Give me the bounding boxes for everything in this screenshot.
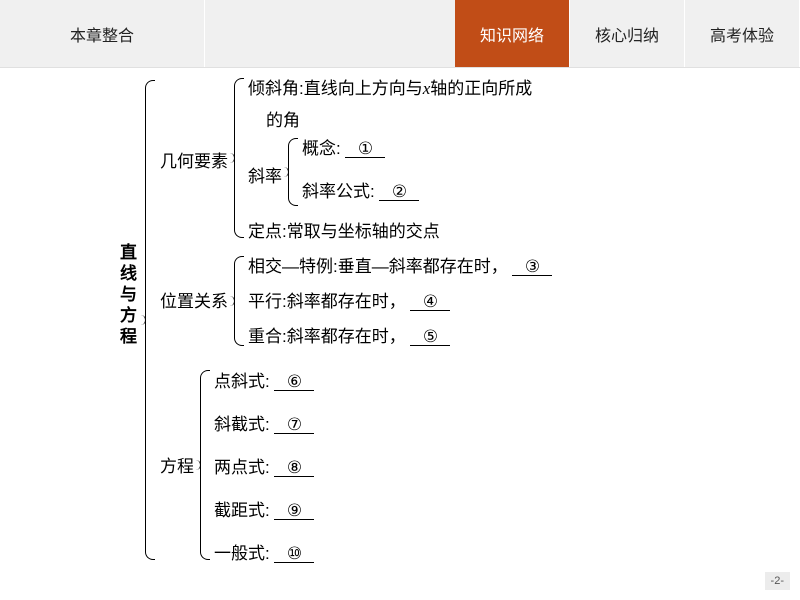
eq-form-1-prefix: 斜截式:	[214, 415, 270, 434]
slope-brace	[288, 138, 298, 206]
tab-exam-experience[interactable]: 高考体验	[685, 0, 800, 67]
eq-form-2: 两点式: ⑧	[214, 459, 314, 477]
parallel-prefix: 平行:斜率都存在时，	[248, 292, 406, 311]
incline-after: 轴的正向所成	[430, 79, 532, 98]
eq-form-3: 截距式: ⑨	[214, 502, 314, 520]
eq-form-3-prefix: 截距式:	[214, 501, 270, 520]
fixed-point: 定点:常取与坐标轴的交点	[248, 223, 440, 240]
position-label: 位置关系	[160, 293, 228, 310]
intersect-blank: ③	[512, 258, 552, 276]
slope-concept-blank: ①	[345, 140, 385, 158]
incline-prefix: 倾斜角:直线向上方向与	[248, 79, 423, 98]
tab-knowledge-network[interactable]: 知识网络	[455, 0, 570, 67]
eq-form-4: 一般式: ⑩	[214, 545, 314, 563]
incline-line-1: 倾斜角:直线向上方向与x轴的正向所成	[248, 80, 532, 97]
slope-formula: 斜率公式: ②	[302, 183, 419, 201]
eq-form-2-prefix: 两点式:	[214, 458, 270, 477]
tab-bar: 本章整合 知识网络 核心归纳 高考体验	[0, 0, 800, 68]
eq-form-4-blank: ⑩	[274, 545, 314, 563]
eq-form-2-blank: ⑧	[274, 459, 314, 477]
tab-spacer	[205, 0, 455, 67]
coincide-blank: ⑤	[410, 328, 450, 346]
equation-brace	[200, 370, 210, 560]
position-intersect: 相交—特例:垂直—斜率都存在时， ③	[248, 258, 552, 276]
root-label: 直线与方程	[118, 243, 135, 348]
eq-form-3-blank: ⑨	[274, 502, 314, 520]
equation-label: 方程	[160, 458, 194, 475]
slope-label: 斜率	[248, 168, 282, 185]
geometry-brace	[234, 78, 244, 238]
tab-core-summary[interactable]: 核心归纳	[570, 0, 685, 67]
diagram-content: 直线与方程 几何要素 倾斜角:直线向上方向与x轴的正向所成 的角 斜率 概念: …	[0, 68, 800, 578]
incline-line-2: 的角	[266, 112, 300, 129]
tab-chapter-title: 本章整合	[0, 0, 205, 67]
eq-form-0: 点斜式: ⑥	[214, 373, 314, 391]
page-number: -2-	[765, 572, 790, 590]
slope-concept: 概念: ①	[302, 140, 385, 158]
parallel-blank: ④	[410, 293, 450, 311]
eq-form-4-prefix: 一般式:	[214, 544, 270, 563]
slope-formula-prefix: 斜率公式:	[302, 182, 375, 201]
eq-form-1: 斜截式: ⑦	[214, 416, 314, 434]
geometry-label: 几何要素	[160, 153, 228, 170]
eq-form-1-blank: ⑦	[274, 416, 314, 434]
position-parallel: 平行:斜率都存在时， ④	[248, 293, 450, 311]
position-coincide: 重合:斜率都存在时， ⑤	[248, 328, 450, 346]
slope-concept-prefix: 概念:	[302, 139, 341, 158]
eq-form-0-prefix: 点斜式:	[214, 372, 270, 391]
root-brace	[145, 80, 155, 560]
coincide-prefix: 重合:斜率都存在时，	[248, 327, 406, 346]
eq-form-0-blank: ⑥	[274, 373, 314, 391]
intersect-prefix: 相交—特例:垂直—斜率都存在时，	[248, 257, 508, 276]
slope-formula-blank: ②	[379, 183, 419, 201]
position-brace	[234, 256, 244, 346]
